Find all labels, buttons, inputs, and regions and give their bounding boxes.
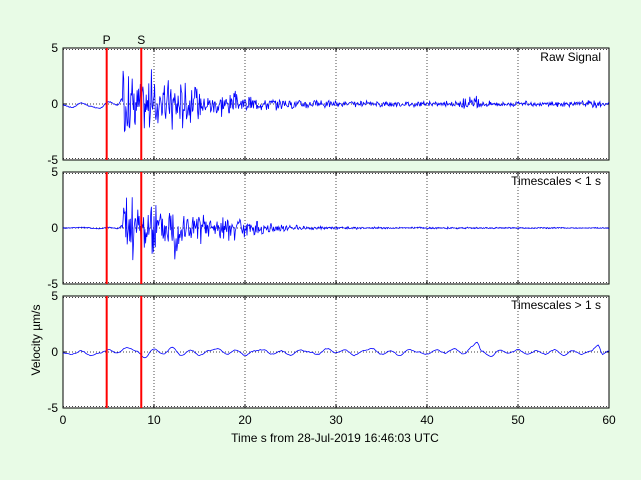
x-tick-label: 60 [602,413,616,427]
x-axis-label: Time s from 28-Jul-2019 16:46:03 UTC [231,431,439,445]
y-tick-label: -5 [47,401,58,415]
y-axis-label: Velocity µm/s [29,305,43,376]
panel-1: 5 0 -5 P S Raw Signal [47,33,610,167]
x-tick-label: 30 [329,413,343,427]
x-tick-label: 10 [147,413,161,427]
y-tick-label: 0 [51,345,58,359]
y-tick-label: 0 [51,221,58,235]
panel-label: Raw Signal [540,50,601,64]
x-tick-label: 20 [238,413,252,427]
x-tick-label: 0 [60,413,67,427]
phase-marker-label: P [103,33,111,47]
y-tick-label: -5 [47,153,58,167]
y-tick-label: 0 [51,97,58,111]
signal-trace [62,341,610,359]
y-tick-label: 5 [51,41,58,55]
signal-trace [63,69,610,133]
panel-label: Timescales < 1 s [511,174,601,188]
panel-2: 5 0 -5 Timescales < 1 s [47,165,610,291]
y-tick-label: -5 [47,277,58,291]
phase-marker-label: S [137,33,145,47]
panel-label: Timescales > 1 s [511,298,601,312]
signal-trace [62,197,610,261]
x-tick-label: 40 [420,413,434,427]
y-tick-label: 5 [51,289,58,303]
y-tick-label: 5 [51,165,58,179]
x-tick-label: 50 [511,413,525,427]
